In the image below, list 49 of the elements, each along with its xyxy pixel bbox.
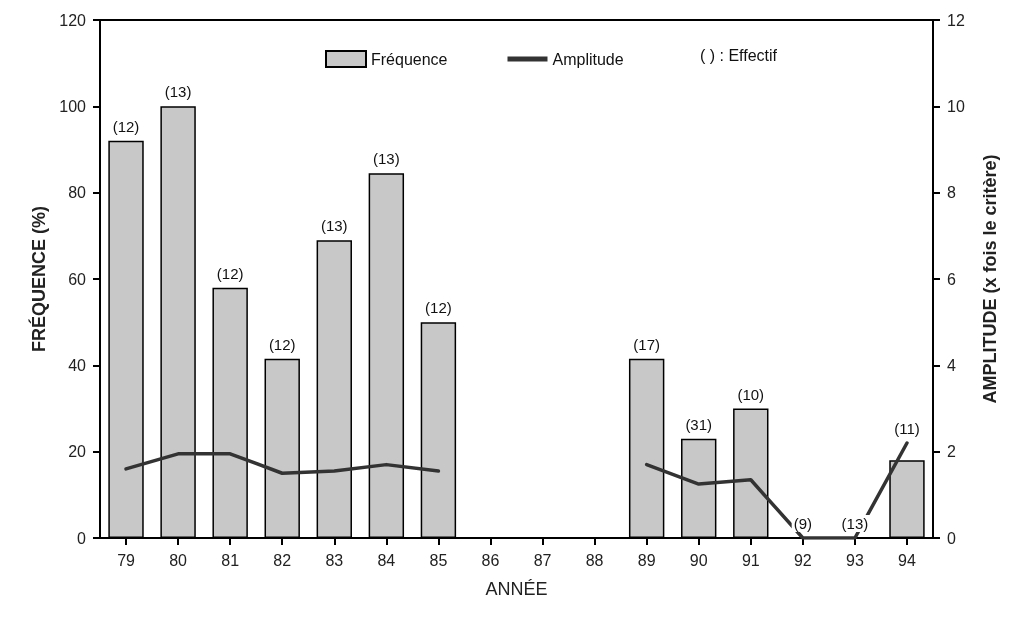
x-tick-label: 85 <box>429 551 448 569</box>
x-tick-label: 91 <box>741 551 760 569</box>
x-tick-label: 82 <box>273 551 292 569</box>
x-axis-title: ANNÉE <box>485 579 548 599</box>
legend-label: Fréquence <box>371 50 448 68</box>
x-tick-label: 93 <box>846 551 864 569</box>
y-tick-label: 0 <box>77 529 87 547</box>
x-tick-label: 81 <box>221 551 240 569</box>
y-tick-label: 120 <box>59 11 87 29</box>
annotation: (10) <box>737 385 765 403</box>
annotation: ( ) : Effectif <box>700 46 778 64</box>
y2-tick-label: 8 <box>947 184 956 202</box>
x-tick-label: 94 <box>898 551 916 569</box>
y-tick-label: 100 <box>59 97 87 115</box>
x-tick-label: 80 <box>169 551 188 569</box>
annotation: (12) <box>268 335 296 353</box>
x-tick-label: 92 <box>793 551 812 569</box>
y-tick-label: 60 <box>68 270 87 288</box>
y-axis-title: FRÉQUENCE (%) <box>28 205 50 353</box>
y2-tick-label: 6 <box>947 270 956 288</box>
x-tick-label: 88 <box>585 551 604 569</box>
y2-tick-label: 10 <box>947 97 965 115</box>
y2-tick-label: 2 <box>947 443 956 461</box>
annotation: (12) <box>216 264 244 282</box>
x-tick-label: 86 <box>481 551 500 569</box>
annotation: (11) <box>894 420 920 438</box>
y-tick-label: 40 <box>68 356 87 374</box>
x-tick-label: 83 <box>325 551 344 569</box>
annotation: (13) <box>373 150 400 168</box>
annotation: (31) <box>685 415 713 433</box>
x-tick-label: 90 <box>689 551 708 569</box>
x-tick-label: 79 <box>117 551 136 569</box>
annotation: (12) <box>425 299 452 317</box>
annotation: (17) <box>633 335 660 353</box>
legend-label: Amplitude <box>552 50 624 68</box>
annotation: (13) <box>320 217 348 235</box>
annotation: (13) <box>841 515 869 532</box>
x-tick-label: 87 <box>533 551 552 569</box>
annotation: (9) <box>793 515 813 532</box>
y2-axis-title: AMPLITUDE (x fois le critère) <box>980 154 1000 404</box>
x-tick-label: 89 <box>637 551 656 569</box>
y2-tick-label: 12 <box>947 11 965 29</box>
y2-tick-label: 0 <box>947 529 956 547</box>
y-tick-label: 20 <box>68 443 87 461</box>
y2-tick-label: 4 <box>947 356 956 374</box>
annotation: (12) <box>112 117 140 135</box>
x-tick-label: 84 <box>377 551 396 569</box>
annotation: (13) <box>164 83 192 101</box>
y-tick-label: 80 <box>68 184 87 202</box>
